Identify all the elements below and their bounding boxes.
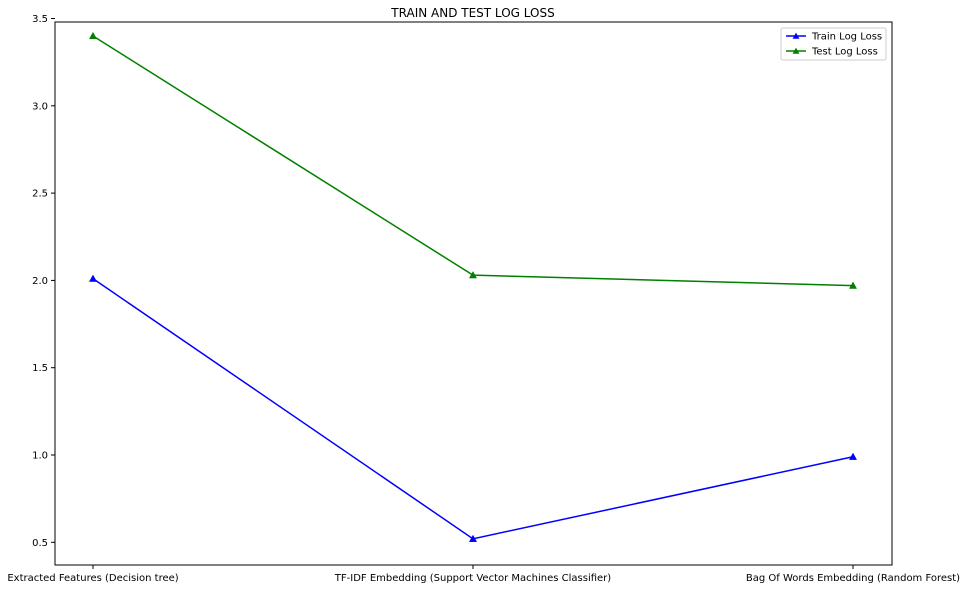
x-axis: Extracted Features (Decision tree) TF-IDF…: [7, 565, 960, 584]
legend-box: [780, 27, 887, 61]
data-point-marker: [848, 281, 858, 289]
data-point-marker: [468, 534, 478, 542]
y-axis: 0.5 1.0 1.5 2.0 2.5 3.0 3.5: [32, 14, 55, 549]
data-point-marker: [848, 452, 858, 460]
legend-marker: [792, 32, 800, 39]
legend-item: Test Log Loss: [786, 47, 878, 58]
x-tick-label: Extracted Features (Decision tree): [7, 573, 178, 584]
y-tick-label: 1.5: [32, 363, 48, 374]
data-point-marker: [88, 31, 98, 40]
data-point-marker: [88, 274, 98, 282]
y-tick-label: 2.0: [32, 276, 48, 287]
series-layer: [88, 31, 858, 542]
series-0: [88, 274, 858, 542]
x-tick-label: TF-IDF Embedding (Support Vector Machine…: [334, 573, 612, 584]
legend: Train Log Loss Test Log Loss: [780, 27, 887, 61]
y-tick-label: 1.0: [32, 451, 48, 462]
data-point-marker: [468, 271, 478, 279]
plot-area-frame: [54, 21, 893, 566]
series-1: [88, 31, 858, 289]
legend-item: Train Log Loss: [786, 32, 882, 43]
series-line: [92, 278, 854, 540]
y-tick-label: 2.5: [32, 189, 48, 200]
y-tick-label: 0.5: [32, 538, 48, 549]
chart-title: TRAIN AND TEST LOG LOSS: [390, 6, 554, 20]
legend-label: Test Log Loss: [811, 47, 878, 58]
legend-label: Train Log Loss: [811, 32, 882, 43]
x-tick-label: Bag Of Words Embedding (Random Forest): [746, 573, 960, 584]
y-tick-label: 3.0: [32, 101, 48, 112]
legend-marker: [792, 47, 800, 54]
series-line: [92, 35, 854, 287]
y-tick-label: 3.5: [32, 14, 48, 25]
